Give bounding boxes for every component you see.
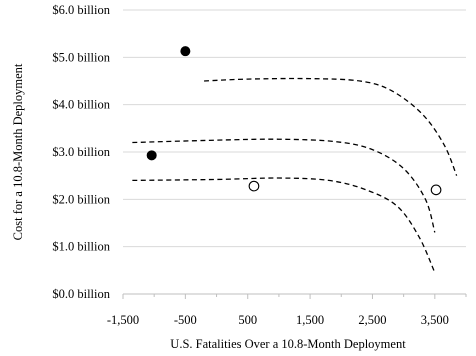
filled-data-point bbox=[146, 150, 157, 161]
x-tick-label: -500 bbox=[174, 313, 197, 327]
x-tick-label: -1,500 bbox=[107, 313, 139, 327]
x-tick-label: 3,500 bbox=[421, 313, 449, 327]
dashed-curve bbox=[132, 138, 436, 233]
y-tick-label: $2.0 billion bbox=[52, 192, 110, 206]
filled-data-point bbox=[180, 46, 191, 57]
dashed-curves bbox=[132, 77, 458, 273]
y-axis-title: Cost for a 10.8-Month Deployment bbox=[11, 63, 25, 240]
y-tick-label: $1.0 billion bbox=[52, 240, 110, 254]
y-tick-label: $6.0 billion bbox=[52, 3, 110, 17]
dashed-curve bbox=[204, 77, 458, 176]
y-axis-ticks: $0.0 billion $1.0 billion $2.0 billion $3.0… bbox=[52, 3, 110, 301]
x-tick-label: 1,500 bbox=[296, 313, 324, 327]
open-data-point bbox=[248, 180, 260, 192]
y-tick-label: $5.0 billion bbox=[52, 50, 110, 64]
x-tick-label: 2,500 bbox=[358, 313, 386, 327]
gridlines bbox=[123, 9, 466, 295]
y-tick-label: $4.0 billion bbox=[52, 98, 110, 112]
open-data-point bbox=[430, 184, 442, 196]
y-tick-label: $3.0 billion bbox=[52, 145, 110, 159]
y-tick-label: $0.0 billion bbox=[52, 287, 110, 301]
data-points bbox=[146, 46, 442, 196]
x-axis-title: U.S. Fatalities Over a 10.8-Month Deploy… bbox=[170, 337, 406, 351]
x-axis-ticks: -1,500 -500 500 1,500 2,500 3,500 bbox=[107, 294, 467, 327]
dashed-curve bbox=[132, 177, 436, 273]
x-tick-label: 500 bbox=[238, 313, 257, 327]
